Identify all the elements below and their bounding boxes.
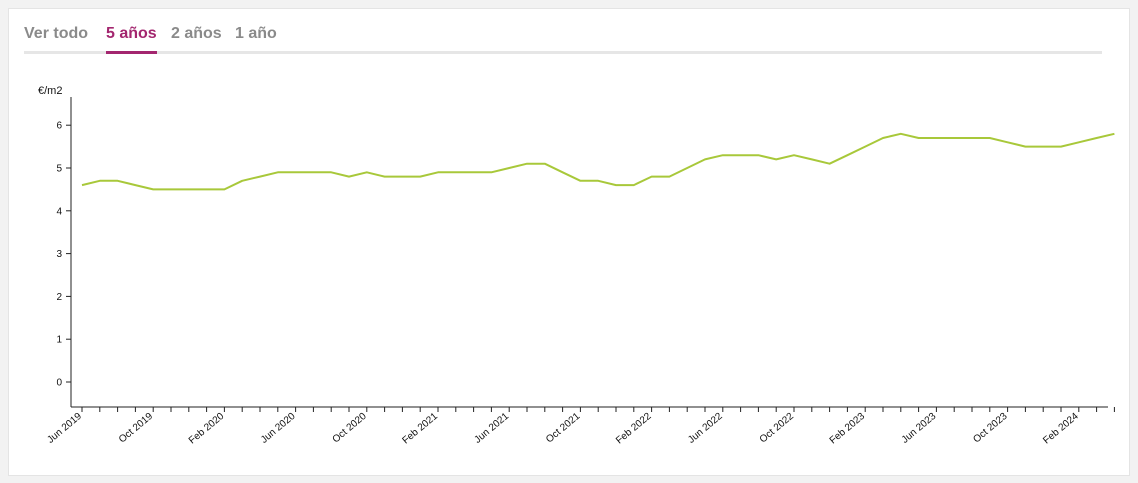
y-tick-label: 3 [56, 249, 62, 260]
y-tick-label: 4 [56, 206, 62, 217]
y-tick-label: 0 [56, 378, 62, 389]
chart-panel [8, 8, 1130, 476]
y-tick-label: 5 [56, 164, 62, 175]
period-tabs: Ver todo 5 años 2 años 1 año [24, 22, 1102, 54]
x-tick-label: Oct 2022 [758, 411, 796, 446]
x-tick-label: Oct 2019 [117, 411, 155, 446]
tab-ver-todo[interactable]: Ver todo [24, 25, 89, 42]
tab-5-anos[interactable]: 5 años [106, 23, 157, 54]
x-tick-label: Jun 2023 [900, 411, 939, 446]
x-tick-label: Feb 2022 [614, 411, 654, 447]
series-line [81, 132, 1115, 191]
x-tick-label: Oct 2021 [544, 411, 582, 446]
x-tick-label: Jun 2021 [473, 411, 512, 446]
x-tick-label: Feb 2023 [828, 411, 868, 447]
x-tick-label: Jun 2019 [45, 411, 84, 446]
x-tick-label: Feb 2021 [400, 411, 440, 447]
x-tick-label: Oct 2020 [331, 411, 369, 446]
tab-2-anos[interactable]: 2 años [171, 25, 222, 42]
y-tick-label: 6 [56, 121, 62, 132]
x-tick-label: Feb 2024 [1041, 411, 1081, 447]
y-axis-label: €/m2 [38, 85, 62, 97]
y-tick-label: 1 [56, 335, 62, 346]
x-tick-label: Feb 2020 [187, 411, 227, 447]
x-tick-label: Jun 2020 [259, 411, 298, 446]
y-tick-label: 2 [56, 292, 62, 303]
tab-1-ano[interactable]: 1 año [235, 25, 277, 42]
x-tick-label: Oct 2023 [971, 411, 1009, 446]
x-tick-label: Jun 2022 [686, 411, 725, 446]
